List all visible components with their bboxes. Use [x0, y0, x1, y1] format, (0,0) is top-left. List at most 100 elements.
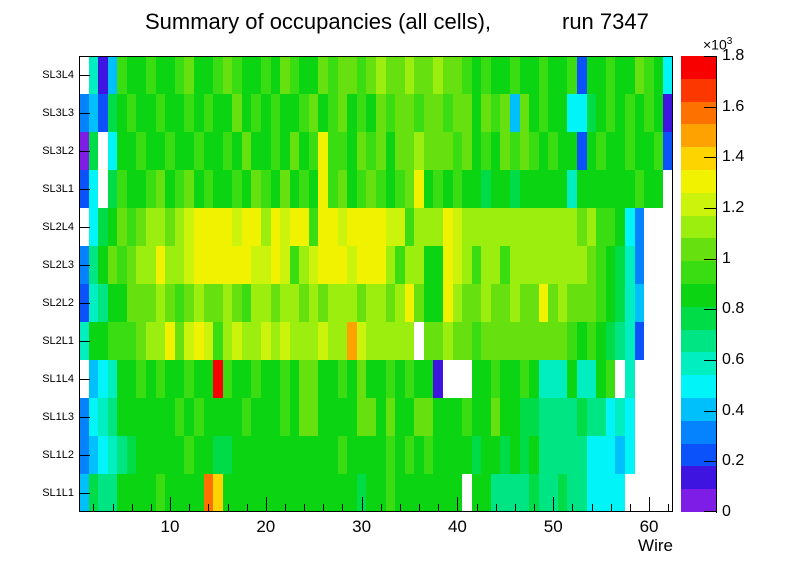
heatmap-cell — [548, 398, 558, 436]
heatmap-cell — [385, 360, 396, 398]
heatmap-row-SL3L3 — [79, 94, 673, 132]
heatmap-cell — [596, 170, 606, 208]
heatmap-cell — [538, 284, 549, 322]
heatmap-cell — [375, 246, 386, 284]
heatmap-cell — [452, 246, 463, 284]
heatmap-cell — [615, 322, 625, 360]
heatmap-cell — [404, 208, 415, 246]
heatmap-cell — [98, 436, 108, 474]
heatmap-cell — [404, 474, 415, 512]
heatmap-cell — [146, 170, 156, 208]
y-axis-label-SL1L2: SL1L2 — [42, 449, 74, 461]
x-minor-tick — [112, 504, 114, 511]
heatmap-cell — [347, 94, 357, 132]
x-minor-tick — [610, 504, 612, 511]
heatmap-cell — [184, 56, 194, 94]
x-tick-label: 40 — [447, 517, 467, 536]
heatmap-cell — [634, 322, 645, 360]
heatmap-cell — [289, 360, 300, 398]
heatmap-cell — [385, 94, 396, 132]
heatmap-cell — [586, 208, 597, 246]
heatmap-cell — [347, 398, 357, 436]
heatmap-cell — [117, 322, 127, 360]
heatmap-cell — [519, 474, 530, 512]
heatmap-cell — [529, 284, 539, 322]
heatmap-cell — [615, 56, 625, 94]
heatmap-cell — [136, 284, 147, 322]
x-minor-tick — [342, 504, 344, 511]
heatmap-cell — [624, 284, 635, 322]
colorbar-band — [681, 170, 716, 193]
heatmap-row-SL1L2 — [79, 436, 673, 474]
heatmap-cell — [433, 94, 443, 132]
heatmap-cell — [567, 322, 578, 360]
heatmap-cell — [289, 436, 300, 474]
heatmap-cell — [414, 474, 424, 512]
heatmap-cell — [213, 322, 223, 360]
colorbar-tick — [704, 360, 716, 361]
heatmap-cell — [634, 208, 645, 246]
heatmap-cell — [328, 94, 338, 132]
heatmap-cell — [462, 56, 472, 94]
heatmap-cell — [605, 360, 616, 398]
colorbar-band — [681, 284, 716, 307]
heatmap-cell — [462, 208, 472, 246]
heatmap-cell — [193, 398, 204, 436]
heatmap-cell — [385, 132, 396, 170]
colorbar-band — [681, 192, 716, 216]
colorbar-band — [681, 215, 716, 239]
heatmap-cell — [155, 132, 166, 170]
heatmap-cell — [462, 474, 472, 512]
heatmap-cell — [318, 322, 329, 360]
heatmap-cell — [184, 132, 194, 170]
heatmap-cell — [414, 132, 424, 170]
colorbar-band — [681, 238, 716, 262]
heatmap-cell — [184, 360, 194, 398]
heatmap-cell — [126, 436, 137, 474]
heatmap-cell — [471, 170, 482, 208]
heatmap-cell — [328, 132, 338, 170]
heatmap-cell — [299, 322, 309, 360]
heatmap-cell — [146, 132, 156, 170]
x-tick-label: 50 — [543, 517, 563, 536]
heatmap-cell — [586, 284, 597, 322]
heatmap-cell — [328, 246, 338, 284]
heatmap-cell — [328, 398, 338, 436]
heatmap-cell — [586, 474, 597, 512]
heatmap-cell — [213, 474, 223, 512]
heatmap-cell — [213, 284, 223, 322]
heatmap-cell — [442, 360, 453, 398]
colorbar-band — [681, 124, 716, 148]
heatmap-cell — [174, 246, 185, 284]
heatmap-cell — [605, 322, 616, 360]
heatmap-cell — [251, 208, 261, 246]
heatmap-cell — [462, 398, 472, 436]
heatmap-cell — [165, 360, 175, 398]
heatmap-cell — [567, 360, 578, 398]
heatmap-cell — [567, 208, 578, 246]
heatmap-cell — [203, 132, 214, 170]
y-axis-label-SL3L2: SL3L2 — [42, 145, 74, 157]
heatmap-cell — [663, 132, 673, 170]
heatmap-cell — [107, 436, 118, 474]
heatmap-cell — [663, 398, 673, 436]
heatmap-cell — [136, 170, 147, 208]
heatmap-cell — [117, 246, 127, 284]
colorbar-band — [681, 261, 716, 284]
heatmap-cell — [442, 284, 453, 322]
heatmap-cell — [500, 322, 511, 360]
heatmap-cell — [423, 94, 434, 132]
heatmap-cell — [222, 246, 233, 284]
heatmap-cell — [146, 398, 156, 436]
heatmap-cell — [356, 170, 367, 208]
heatmap-cell — [366, 246, 376, 284]
heatmap-cell — [404, 398, 415, 436]
colorbar-tick — [704, 106, 716, 108]
heatmap-cell — [586, 360, 597, 398]
heatmap-cell — [375, 360, 386, 398]
heatmap-cell — [519, 398, 530, 436]
heatmap-cell — [213, 436, 223, 474]
y-tick — [80, 151, 90, 152]
heatmap-cell — [88, 208, 99, 246]
heatmap-cell — [88, 284, 99, 322]
